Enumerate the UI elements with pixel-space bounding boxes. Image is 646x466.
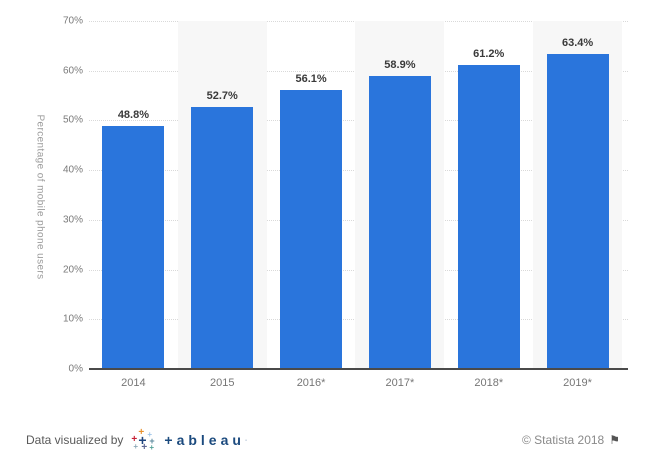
y-axis-tick-label: 0%	[68, 363, 83, 375]
column-2015: 52.7% 2015	[177, 21, 267, 389]
x-axis-label: 2017*	[385, 377, 415, 389]
x-axis-label: 2019*	[563, 377, 592, 389]
y-axis-tick-labels: 0% 10% 20% 30% 40% 50% 60% 70%	[0, 16, 83, 375]
y-axis-tick-label: 50%	[62, 114, 83, 126]
x-axis-label: 2016*	[296, 377, 326, 389]
columns: 48.8% 2014 52.7% 2015 56.1% 2016* 58.9% 2017* 61…	[89, 21, 622, 389]
column-2018: 61.2% 2018*	[444, 21, 533, 389]
footer: Data visualized by + + + + + + + + +able…	[0, 420, 646, 460]
statista-copyright: © Statista 2018 ⚑	[522, 433, 620, 447]
bar-2017[interactable]	[368, 76, 431, 369]
copyright-text[interactable]: © Statista 2018	[522, 433, 605, 447]
bar-value-label: 58.9%	[384, 59, 416, 72]
bar-2016[interactable]	[280, 90, 343, 369]
column-2014: 48.8% 2014	[89, 21, 178, 389]
bar-value-label: 56.1%	[295, 73, 327, 86]
column-2016: 56.1% 2016*	[267, 21, 356, 389]
bar-value-label: 63.4%	[561, 36, 594, 49]
bar-value-label: 48.8%	[117, 109, 150, 122]
plot-area: 48.8% 2014 52.7% 2015 56.1% 2016* 58.9% 2017* 61…	[89, 21, 628, 389]
bar-2014[interactable]	[102, 126, 165, 369]
y-axis-tick-label: 70%	[62, 15, 83, 27]
tableau-trademark-dot: ·	[244, 436, 248, 444]
x-axis-label: 2018*	[474, 377, 504, 389]
tableau-logo-icon[interactable]: + + + + + + + +	[131, 427, 155, 453]
bar-value-label: 52.7%	[206, 90, 238, 103]
bar-2019[interactable]	[546, 53, 609, 369]
tableau-wordmark[interactable]: +ableau	[164, 432, 245, 448]
tableau-attribution: Data visualized by + + + + + + + + +able…	[26, 427, 248, 453]
y-axis-tick-label: 40%	[62, 164, 83, 176]
x-axis-label: 2015	[210, 377, 235, 389]
y-axis-tick-label: 20%	[62, 264, 83, 276]
bar-value-label: 61.2%	[473, 47, 505, 60]
x-axis-line	[89, 368, 628, 370]
bar-2015[interactable]	[191, 107, 254, 369]
bar-2018[interactable]	[457, 64, 520, 369]
column-2019: 63.4% 2019*	[533, 21, 622, 389]
y-axis-tick-label: 60%	[62, 65, 83, 77]
x-axis-label: 2014	[121, 377, 146, 389]
y-axis-tick-label: 30%	[62, 214, 83, 226]
y-axis-tick-label: 10%	[62, 313, 83, 325]
flag-icon: ⚑	[609, 433, 620, 447]
column-2017: 58.9% 2017*	[355, 21, 445, 389]
attribution-text: Data visualized by	[26, 433, 124, 447]
